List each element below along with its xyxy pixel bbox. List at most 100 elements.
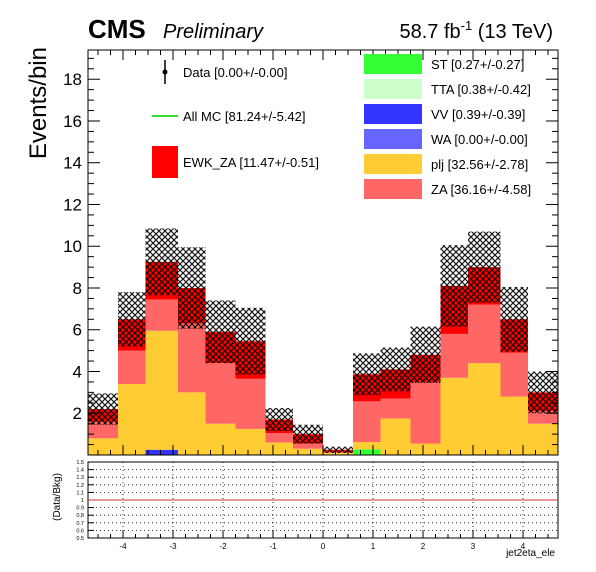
- uncertainty-band-0: [88, 393, 118, 425]
- legend-right-label-5: ZA [36.16+/-4.58]: [431, 182, 531, 197]
- uncertainty-band-8: [323, 446, 353, 453]
- bar-plj-12: [440, 377, 468, 455]
- bar-plj-14: [500, 396, 528, 455]
- ratio-plot-area: 0.5 0.60.7 0.80.9 1 1.11.2 1.31.4 1.5 -4 -3 -2 -1 0…: [76, 460, 559, 551]
- y-tick-label-8: 8: [73, 279, 82, 298]
- bar-plj-6: [265, 442, 293, 455]
- lumi-value: 58.7 fb: [399, 21, 460, 43]
- bar-plj-15: [528, 423, 558, 455]
- bar-za-2: [145, 299, 178, 331]
- x-tick-label--4: -4: [119, 542, 127, 551]
- uncertainty-band-7: [293, 424, 323, 444]
- x-tick-label-1: 1: [371, 542, 376, 551]
- lumi-exponent: -1: [461, 18, 473, 33]
- x-tick-label-2: 2: [421, 542, 426, 551]
- legend-right-label-4: plj [32.56+/-2.78]: [431, 157, 528, 172]
- bar-plj-13: [468, 363, 501, 455]
- y-tick-label-10: 10: [63, 237, 82, 256]
- cms-label: CMS: [88, 14, 146, 44]
- legend-left-label-1: All MC [81.24+/-5.42]: [183, 109, 305, 124]
- bar-za-0: [88, 421, 118, 439]
- x-tick-label--2: -2: [219, 542, 227, 551]
- legend-left-label-0: Data [0.00+/-0.00]: [183, 65, 287, 80]
- bar-plj-3: [178, 392, 206, 455]
- bar-plj-4: [205, 423, 236, 455]
- bar-plj-11: [410, 443, 441, 455]
- legend-swatch-wa: [364, 129, 422, 149]
- bar-za-4: [205, 363, 236, 424]
- preliminary-label: Preliminary: [163, 21, 264, 43]
- legend-swatch-st: [364, 54, 422, 74]
- main-plot-area: 2 4 6 8 10 12 14 16 18: [63, 49, 559, 456]
- uncertainty-band-9: [353, 353, 381, 396]
- y-tick-label-14: 14: [63, 154, 82, 173]
- bar-plj-10: [380, 418, 411, 455]
- ratio-y-tick-label-0.5: 0.5: [76, 536, 84, 542]
- y-tick-label-12: 12: [63, 195, 82, 214]
- bar-plj-8: [323, 452, 353, 455]
- y-tick-label-4: 4: [73, 362, 82, 381]
- y-tick-label-2: 2: [73, 404, 82, 423]
- ratio-y-tick-label-1.5: 1.5: [76, 460, 84, 466]
- bar-za-14: [500, 352, 528, 397]
- uncertainty-band-1: [118, 292, 146, 347]
- y-tick-label-18: 18: [63, 70, 82, 89]
- uncertainty-band-5: [235, 307, 266, 375]
- uncertainty-band-14: [500, 286, 528, 352]
- ratio-y-tick-label-1.1: 1.1: [76, 490, 84, 496]
- legend-swatch-tta: [364, 79, 422, 99]
- x-tick-label-0: 0: [321, 542, 326, 551]
- bar-za-10: [380, 398, 411, 419]
- legend-left-label-2: EWK_ZA [11.47+/-0.51]: [183, 155, 319, 170]
- bar-za-11: [410, 381, 441, 444]
- x-tick-label--3: -3: [169, 542, 177, 551]
- uncertainty-band-4: [205, 300, 236, 364]
- legend-right-label-0: ST [0.27+/-0.27]: [431, 57, 524, 72]
- luminosity-label: 58.7 fb-1 (13 TeV): [399, 18, 553, 43]
- uncertainty-band-11: [410, 326, 441, 383]
- uncertainty-band-6: [265, 408, 293, 431]
- ratio-y-tick-label-0.7: 0.7: [76, 521, 84, 527]
- bar-plj-9: [353, 442, 381, 450]
- uncertainty-band-13: [468, 231, 501, 303]
- bar-plj-7: [293, 448, 323, 455]
- bar-za-7: [293, 443, 323, 449]
- bar-za-13: [468, 304, 501, 364]
- legend-swatch-za: [364, 179, 422, 199]
- uncertainty-band-12: [440, 245, 468, 327]
- y-tick-label-6: 6: [73, 321, 82, 340]
- legend-right-label-1: TTA [0.38+/-0.42]: [431, 82, 531, 97]
- ratio-y-tick-label-0.8: 0.8: [76, 513, 84, 519]
- bar-za-9: [353, 401, 381, 443]
- bar-st-9: [353, 449, 381, 455]
- legend-data-marker: [162, 69, 168, 75]
- x-tick-label--1: -1: [269, 542, 277, 551]
- bar-za-1: [118, 350, 146, 385]
- bar-plj-2: [145, 330, 178, 450]
- uncertainty-band-10: [380, 347, 411, 392]
- bar-za-5: [235, 378, 266, 429]
- ratio-y-tick-label-0.6: 0.6: [76, 528, 84, 534]
- legend-ewk-za-swatch: [152, 146, 178, 178]
- bar-za-12: [440, 333, 468, 378]
- bar-za-15: [528, 411, 558, 424]
- uncertainty-band-3: [178, 247, 206, 329]
- x-axis-title: jet2eta_ele: [505, 548, 555, 559]
- bar-plj-1: [118, 384, 146, 455]
- legend-swatch-plj: [364, 154, 422, 174]
- uncertainty-band-2: [145, 228, 178, 296]
- legend: Data [0.00+/-0.00] All MC [81.24+/-5.42] E…: [152, 54, 531, 199]
- ratio-y-tick-label-1.3: 1.3: [76, 475, 84, 481]
- y-tick-label-16: 16: [63, 112, 82, 131]
- x-tick-label-3: 3: [471, 542, 476, 551]
- legend-right-label-3: WA [0.00+/-0.00]: [431, 132, 528, 147]
- bar-plj-0: [88, 438, 118, 455]
- y-axis-title: Events/bin: [25, 47, 52, 159]
- bar-vv-2: [145, 449, 178, 455]
- lumi-energy: (13 TeV): [472, 21, 553, 43]
- bar-za-6: [265, 433, 293, 443]
- x-tick-label-4: 4: [521, 542, 526, 551]
- ratio-y-tick-label-1.2: 1.2: [76, 483, 84, 489]
- legend-right-label-2: VV [0.39+/-0.39]: [431, 107, 525, 122]
